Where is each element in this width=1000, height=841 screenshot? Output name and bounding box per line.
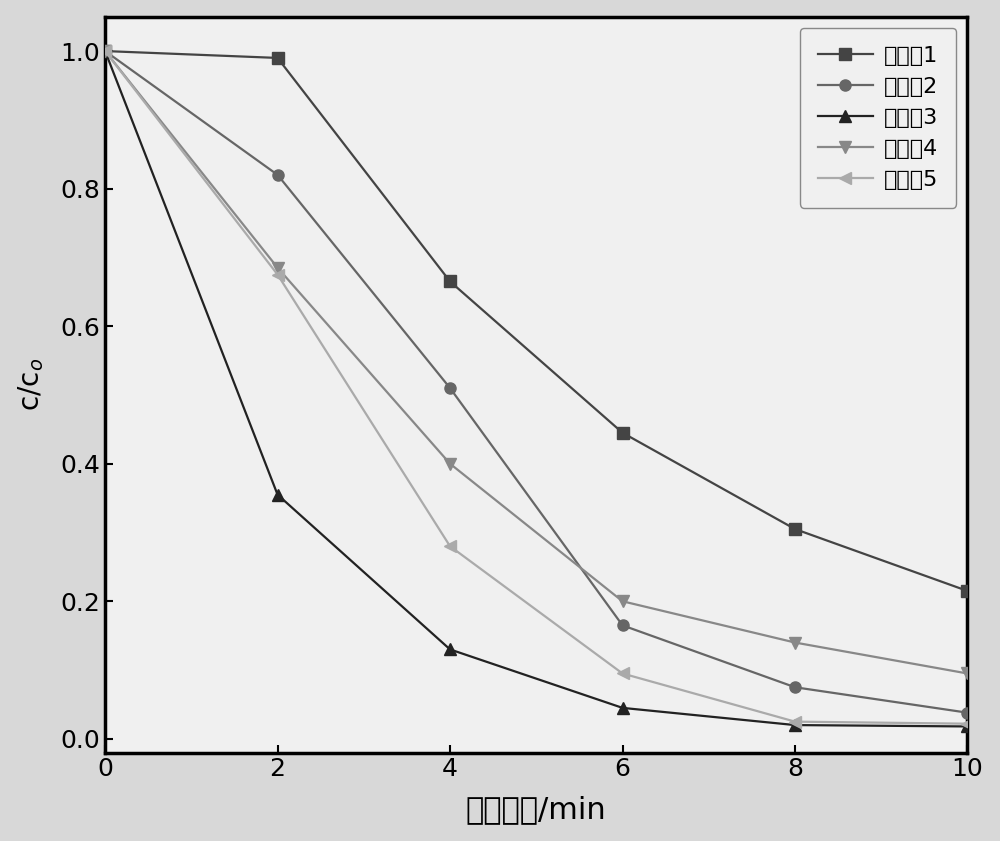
实施例2 bbox=[789, 682, 801, 692]
实施例1 bbox=[444, 277, 456, 287]
Y-axis label: c/c$_o$: c/c$_o$ bbox=[17, 358, 46, 411]
实施例1 bbox=[617, 428, 629, 438]
X-axis label: 吸光时间/min: 吸光时间/min bbox=[466, 796, 607, 824]
实施例1 bbox=[99, 46, 111, 56]
Line: 实施例4: 实施例4 bbox=[100, 45, 973, 679]
实施例1 bbox=[961, 586, 973, 596]
Line: 实施例5: 实施例5 bbox=[100, 45, 973, 729]
实施例4 bbox=[272, 262, 284, 272]
实施例5 bbox=[617, 669, 629, 679]
实施例5 bbox=[272, 269, 284, 279]
实施例2 bbox=[272, 170, 284, 180]
实施例2 bbox=[617, 621, 629, 631]
实施例5 bbox=[789, 717, 801, 727]
实施例5 bbox=[961, 719, 973, 729]
实施例2 bbox=[99, 46, 111, 56]
实施例4 bbox=[444, 458, 456, 468]
实施例3 bbox=[272, 489, 284, 500]
实施例5 bbox=[99, 46, 111, 56]
实施例3 bbox=[617, 703, 629, 713]
Line: 实施例2: 实施例2 bbox=[100, 45, 973, 718]
实施例3 bbox=[99, 46, 111, 56]
实施例4 bbox=[617, 596, 629, 606]
实施例4 bbox=[961, 669, 973, 679]
实施例1 bbox=[272, 53, 284, 63]
实施例2 bbox=[444, 383, 456, 393]
Legend: 实施例1, 实施例2, 实施例3, 实施例4, 实施例5: 实施例1, 实施例2, 实施例3, 实施例4, 实施例5 bbox=[800, 28, 956, 208]
实施例3 bbox=[444, 644, 456, 654]
Line: 实施例1: 实施例1 bbox=[100, 45, 973, 596]
实施例3 bbox=[961, 722, 973, 732]
实施例3 bbox=[789, 720, 801, 730]
实施例4 bbox=[789, 637, 801, 648]
实施例2 bbox=[961, 707, 973, 717]
实施例4 bbox=[99, 46, 111, 56]
实施例5 bbox=[444, 542, 456, 552]
Line: 实施例3: 实施例3 bbox=[100, 45, 973, 732]
实施例1 bbox=[789, 524, 801, 534]
